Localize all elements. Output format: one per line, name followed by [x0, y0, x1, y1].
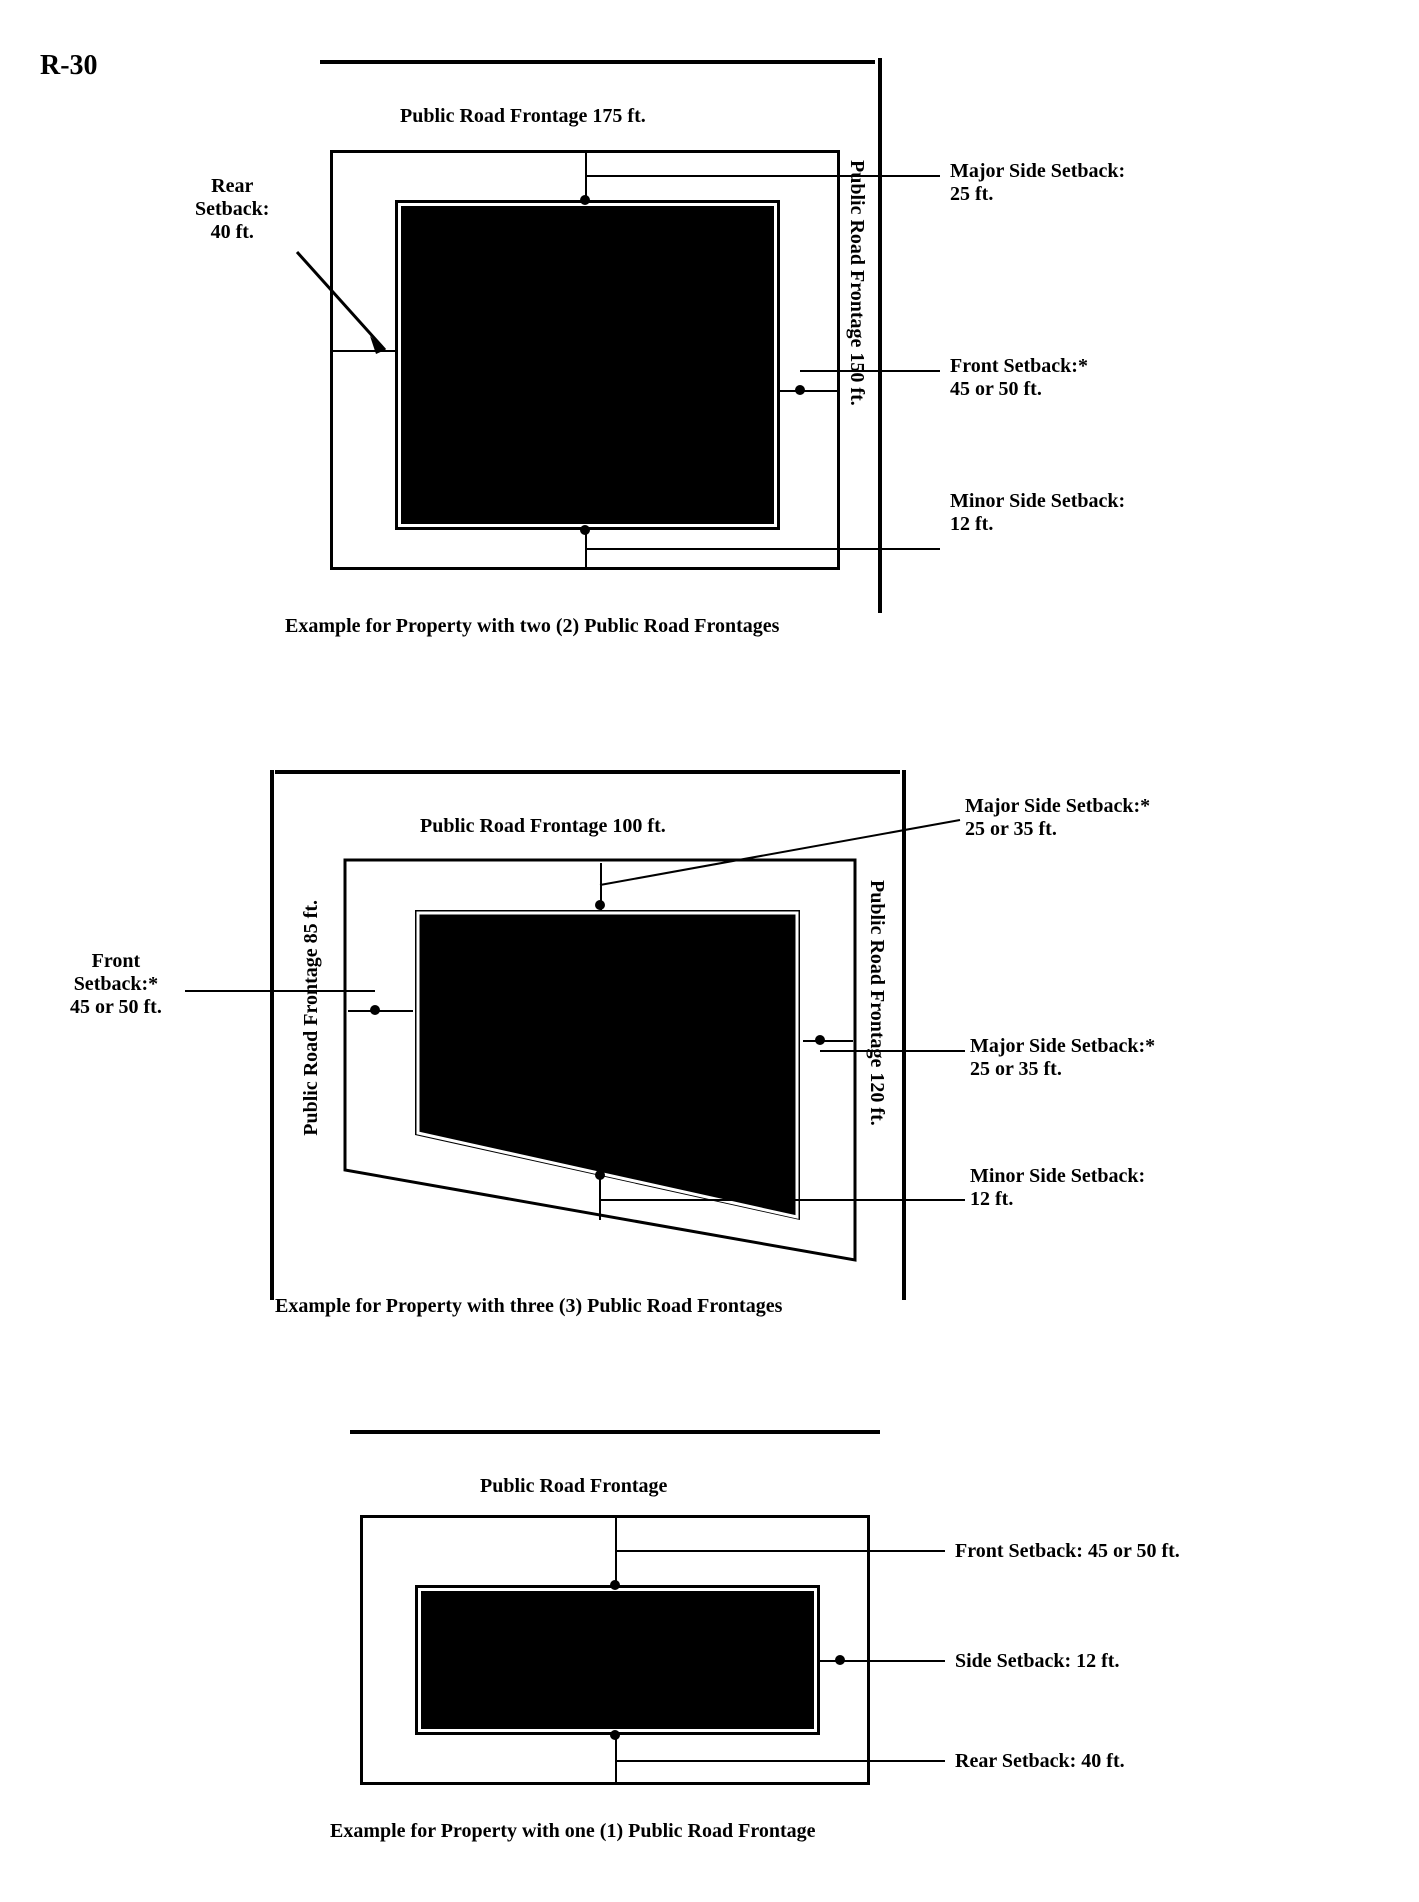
txt: Rear: [195, 175, 269, 198]
dot: [795, 385, 805, 395]
txt: Major Side Setback:: [950, 160, 1125, 183]
road-line-top: [350, 1430, 880, 1434]
rear-setback-label: Rear Setback: 40 ft.: [955, 1750, 1125, 1773]
front-setback-label: Front Setback:* 45 or 50 ft.: [950, 355, 1088, 401]
rear-tick: [615, 1735, 617, 1783]
front-tick: [780, 390, 838, 392]
txt: 25 ft.: [950, 183, 1125, 206]
side-setback-label: Side Setback: 12 ft.: [955, 1650, 1119, 1673]
leader-major-side: [585, 175, 940, 177]
dot: [610, 1580, 620, 1590]
building-block: [415, 1585, 820, 1735]
dot: [610, 1730, 620, 1740]
txt: Setback:: [195, 198, 269, 221]
leader-front: [800, 370, 940, 372]
road-label-top: Public Road Frontage: [480, 1475, 667, 1498]
diagram-one-frontage: Public Road Frontage Front Setback: 45 o…: [0, 1400, 1419, 1880]
txt: Minor Side Setback:: [970, 1165, 1145, 1188]
leader-side: [840, 1660, 945, 1662]
front-setback-label: Front Setback: 45 or 50 ft.: [955, 1540, 1180, 1563]
dot: [580, 525, 590, 535]
leader-rear: [615, 1760, 945, 1762]
dot: [595, 1170, 605, 1180]
caption-3: Example for Property with one (1) Public…: [330, 1820, 816, 1843]
txt: Front Setback:*: [950, 355, 1088, 378]
caption-2: Example for Property with three (3) Publ…: [275, 1295, 782, 1318]
page: R-30 Public Road Frontage 175 ft. Public…: [0, 0, 1419, 1902]
leader-minor: [585, 548, 940, 550]
minor-side-label: Minor Side Setback: 12 ft.: [950, 490, 1125, 536]
leader-rear: [0, 0, 1419, 700]
txt: 40 ft.: [195, 221, 269, 244]
caption-1: Example for Property with two (2) Public…: [285, 615, 779, 638]
txt: 45 or 50 ft.: [950, 378, 1088, 401]
rear-tick: [333, 350, 395, 352]
minor-tick-lines: [0, 740, 1000, 1340]
txt: 12 ft.: [950, 513, 1125, 536]
dot: [835, 1655, 845, 1665]
rear-setback-label: Rear Setback: 40 ft.: [195, 175, 269, 244]
dot: [580, 195, 590, 205]
leader-front: [615, 1550, 945, 1552]
txt: 12 ft.: [970, 1188, 1145, 1211]
txt: Minor Side Setback:: [950, 490, 1125, 513]
major-side-label: Major Side Setback: 25 ft.: [950, 160, 1125, 206]
diagram-three-frontages: Public Road Frontage 100 ft. Public Road…: [0, 740, 1419, 1330]
minor-side-label: Minor Side Setback: 12 ft.: [970, 1165, 1145, 1211]
